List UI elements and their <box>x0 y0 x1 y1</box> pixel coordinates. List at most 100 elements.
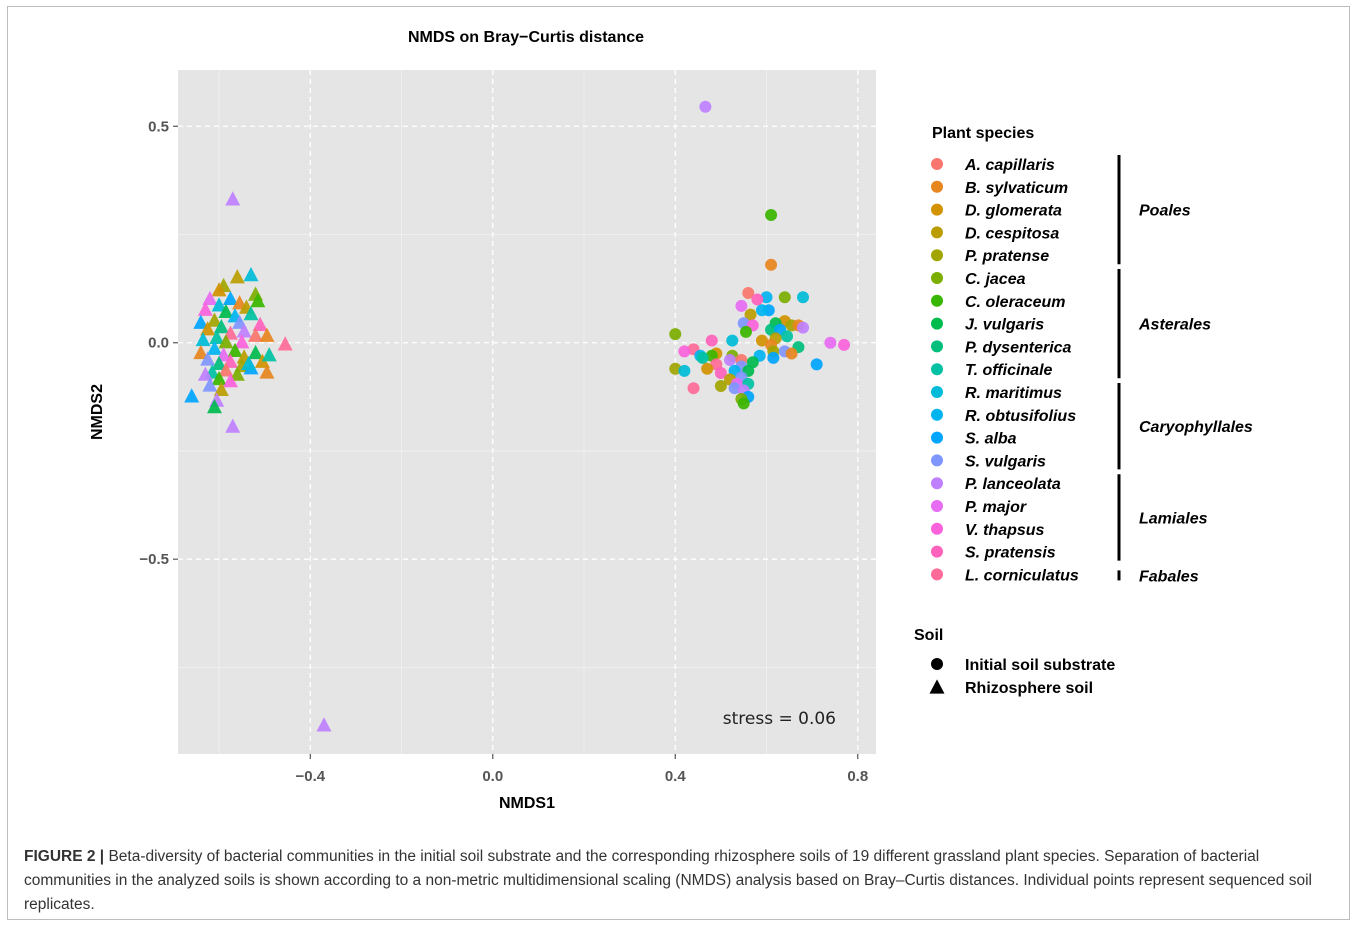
data-point-rhizosphere <box>184 388 200 403</box>
y-tick-label: −0.5 <box>139 551 169 568</box>
legend-species: A. capillaris B. sylvaticum D. glomerata D.… <box>931 157 1079 584</box>
data-point-initial <box>824 336 837 349</box>
data-point-initial <box>669 328 682 341</box>
data-point-rhizosphere <box>211 370 227 386</box>
data-point-rhizosphere <box>218 303 234 319</box>
order-label: Lamiales <box>1139 510 1208 527</box>
data-point-rhizosphere <box>236 323 252 338</box>
data-point-rhizosphere <box>227 342 243 357</box>
legend-species-label: C. oleraceum <box>965 294 1065 311</box>
data-point-rhizosphere <box>197 301 213 316</box>
caption-label: FIGURE 2 | <box>24 848 105 865</box>
data-point-rhizosphere <box>259 327 275 342</box>
data-point-initial <box>751 293 764 306</box>
legend-species-label: D. cespitosa <box>965 225 1059 242</box>
legend-orders: Poales Asterales Caryophyllales Lamiales Fab… <box>1117 155 1253 585</box>
legend-species-key <box>931 203 943 216</box>
legend-species-label: S. vulgaris <box>965 453 1046 470</box>
data-point-initial <box>714 367 727 380</box>
legend-soil-label: Rhizosphere soil <box>965 680 1093 697</box>
data-point-rhizosphere <box>229 366 245 381</box>
data-point-rhizosphere <box>211 297 227 312</box>
legend-species-label: L. corniculatus <box>965 567 1079 584</box>
x-axis-label: NMDS1 <box>499 795 555 812</box>
legend-species-key <box>931 363 943 376</box>
data-point-rhizosphere <box>229 269 245 284</box>
x-tick-label: 0.4 <box>665 768 687 785</box>
data-point-rhizosphere <box>213 318 229 334</box>
data-point-initial <box>687 382 700 395</box>
legend-species-label: A. capillaris <box>964 157 1055 174</box>
legend-species-key <box>931 522 943 535</box>
data-point-initial <box>669 362 682 375</box>
data-point-rhizosphere <box>234 334 250 349</box>
legend-species-key <box>931 226 943 239</box>
legend-species-label: V. thapsus <box>965 522 1045 539</box>
legend-soil-title: Soil <box>914 627 943 644</box>
legend-species-key <box>931 317 943 330</box>
data-point-initial <box>678 364 691 377</box>
legend-species-key <box>931 180 943 193</box>
data-point-initial <box>728 382 741 395</box>
x-tick-label: 0.0 <box>482 768 503 785</box>
data-point-rhizosphere <box>206 340 222 355</box>
x-tick-label: −0.4 <box>295 768 325 785</box>
legend-species-key <box>931 568 943 581</box>
data-point-initial <box>838 338 851 351</box>
legend-species-label: P. dysenterica <box>965 339 1072 356</box>
data-point-initial <box>739 325 752 338</box>
x-tick-label: 0.8 <box>847 768 868 785</box>
caption-text: Beta-diversity of bacterial communities … <box>24 848 1312 913</box>
data-point-rhizosphere <box>222 290 238 306</box>
legend-species-label: R. maritimus <box>965 385 1062 402</box>
legend: Plant species A. capillaris B. sylvaticum… <box>914 125 1253 697</box>
data-point-rhizosphere <box>248 344 264 360</box>
data-point-rhizosphere <box>218 334 234 349</box>
legend-species-key <box>931 340 943 353</box>
data-point-rhizosphere <box>261 347 277 362</box>
data-point-initial <box>735 299 748 312</box>
legend-species-label: J. vulgaris <box>965 317 1044 334</box>
legend-species-label: R. obtusifolius <box>965 408 1076 425</box>
data-point-rhizosphere <box>206 399 222 414</box>
legend-species-label: P. lanceolata <box>965 476 1061 493</box>
axes-layer: −0.4 0.0 0.4 0.8 −0.5 0.0 0.5 <box>139 118 868 785</box>
data-point-rhizosphere <box>243 305 259 321</box>
data-point-rhizosphere <box>259 364 275 379</box>
data-point-initial <box>765 209 778 222</box>
order-label: Fabales <box>1139 568 1199 585</box>
legend-species-label: C. jacea <box>965 271 1026 288</box>
data-point-rhizosphere <box>197 366 213 381</box>
legend-species-key <box>931 386 943 398</box>
data-point-initial <box>755 304 768 317</box>
data-point-rhizosphere <box>211 282 227 297</box>
legend-species-key <box>931 158 943 170</box>
data-point-initial <box>705 334 718 347</box>
y-tick-label: 0.5 <box>148 118 169 135</box>
data-point-initial <box>696 351 709 364</box>
data-point-rhizosphere <box>225 191 241 206</box>
legend-soil-triangle-key <box>929 679 945 694</box>
data-point-rhizosphere <box>195 331 211 347</box>
figure-caption: FIGURE 2 | Beta-diversity of bacterial c… <box>24 845 1324 917</box>
legend-species-key <box>931 545 943 558</box>
data-point-initial <box>785 347 798 360</box>
data-point-initial <box>755 334 768 347</box>
data-point-initial <box>701 362 714 375</box>
data-point-rhizosphere <box>241 355 257 370</box>
legend-species-key <box>931 294 943 307</box>
data-point-initial <box>744 308 757 321</box>
plot-panel <box>178 70 876 754</box>
data-point-initial <box>797 291 810 304</box>
data-point-rhizosphere <box>213 381 229 396</box>
data-point-rhizosphere <box>202 290 218 306</box>
legend-species-key <box>931 454 943 467</box>
data-point-initial <box>767 351 780 364</box>
grid-layer <box>178 70 876 754</box>
data-point-initial <box>760 291 773 304</box>
legend-species-label: P. pratense <box>965 248 1049 265</box>
legend-species-title: Plant species <box>932 125 1034 142</box>
data-point-rhizosphere <box>206 312 222 327</box>
legend-species-key <box>931 408 943 421</box>
figure-frame <box>7 6 1350 920</box>
